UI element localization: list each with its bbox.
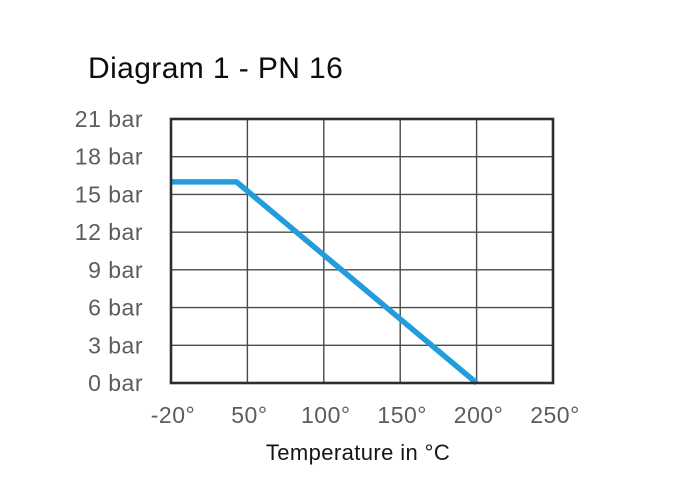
y-tick-label: 15 bar <box>75 181 143 207</box>
chart-title: Diagram 1 - PN 16 <box>88 52 344 85</box>
y-tick-label: 0 bar <box>88 370 143 396</box>
y-tick-label: 3 bar <box>88 332 143 358</box>
x-tick-label: 50° <box>231 402 267 428</box>
rating-curve-line <box>171 179 479 386</box>
x-axis-title: Temperature in °C <box>265 440 451 465</box>
x-tick-label: -20° <box>151 402 195 428</box>
x-tick-label: 250° <box>530 402 580 428</box>
y-tick-label: 9 bar <box>88 257 143 283</box>
x-tick-label: 200° <box>454 402 504 428</box>
y-tick-label: 12 bar <box>75 219 143 245</box>
x-tick-label: 100° <box>301 402 351 428</box>
x-tick-label: 150° <box>377 402 427 428</box>
plot-frame <box>169 117 555 385</box>
y-tick-label: 18 bar <box>75 144 143 170</box>
y-tick-label: 21 bar <box>75 106 143 132</box>
y-tick-label: 6 bar <box>88 295 143 321</box>
